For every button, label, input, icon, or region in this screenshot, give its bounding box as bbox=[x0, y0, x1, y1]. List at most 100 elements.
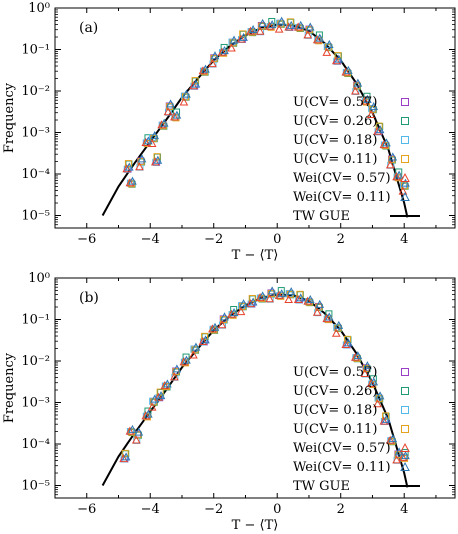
marker-triangle bbox=[373, 399, 382, 408]
marker-triangle bbox=[156, 391, 166, 400]
marker-triangle bbox=[274, 290, 284, 299]
y-tick-label: 10⁻⁴ bbox=[21, 437, 50, 452]
plot-frame bbox=[54, 7, 456, 229]
marker-triangle bbox=[312, 307, 322, 316]
marker-square bbox=[124, 160, 132, 168]
legend-label: U(CV= 0.57) bbox=[293, 95, 377, 110]
legend-marker-square bbox=[401, 406, 409, 414]
marker-triangle bbox=[179, 357, 189, 366]
marker-triangle bbox=[220, 46, 229, 55]
panel-b: −6 −4 −2 0 2 4 10⁰ 10⁻¹ 10⁻² 10⁻³ 10⁻⁴ 10⁻⁵ T − ⟨T⟩ F… bbox=[2, 271, 456, 533]
marker-triangle bbox=[379, 416, 389, 425]
marker-triangle bbox=[385, 160, 395, 169]
marker-triangle bbox=[128, 424, 137, 433]
marker-triangle bbox=[121, 452, 131, 461]
marker-triangle bbox=[360, 96, 370, 105]
marker-triangle bbox=[135, 162, 144, 171]
marker-square bbox=[191, 77, 199, 85]
marker-square bbox=[382, 412, 390, 420]
marker-triangle bbox=[172, 364, 182, 373]
marker-triangle bbox=[125, 426, 135, 435]
legend-label: U(CV= 0.57) bbox=[293, 365, 377, 380]
y-tick-label: 10⁻² bbox=[21, 84, 50, 99]
marker-square bbox=[121, 449, 129, 457]
panel-label: (b) bbox=[79, 290, 99, 306]
marker-triangle bbox=[191, 342, 201, 351]
marker-triangle bbox=[375, 125, 385, 134]
marker-triangle bbox=[322, 314, 332, 323]
legend-label: U(CV= 0.18) bbox=[293, 403, 377, 418]
marker-triangle bbox=[385, 435, 395, 444]
x-tick-label: −6 bbox=[77, 232, 96, 247]
marker-triangle bbox=[398, 452, 408, 461]
x-tick-label: 4 bbox=[400, 232, 408, 247]
marker-triangle bbox=[170, 372, 179, 381]
marker-triangle bbox=[248, 24, 258, 34]
marker-triangle bbox=[236, 34, 246, 43]
marker-triangle bbox=[388, 152, 398, 161]
marker-triangle bbox=[255, 26, 265, 35]
marker-triangle bbox=[363, 361, 372, 370]
marker-triangle bbox=[353, 78, 363, 87]
marker-triangle bbox=[201, 335, 210, 344]
y-tick-label: 10⁻² bbox=[21, 354, 50, 369]
marker-triangle bbox=[375, 391, 385, 400]
marker-triangle bbox=[246, 26, 255, 35]
y-axis-title: Frequency bbox=[2, 82, 17, 153]
marker-triangle bbox=[137, 154, 147, 163]
series-4 bbox=[119, 290, 408, 464]
marker-triangle bbox=[341, 339, 351, 349]
panel-a: −6 −4 −2 0 2 4 10⁰ 10⁻¹ 10⁻² 10⁻³ 10⁻⁴ 10⁻⁵ T − ⟨T⟩ F… bbox=[2, 1, 456, 263]
marker-triangle bbox=[350, 352, 360, 361]
marker-triangle bbox=[305, 294, 315, 304]
marker-triangle bbox=[157, 120, 167, 129]
marker-triangle bbox=[150, 157, 160, 166]
marker-triangle bbox=[334, 320, 344, 329]
marker-triangle bbox=[305, 22, 315, 31]
marker-triangle bbox=[122, 164, 132, 173]
marker-triangle bbox=[258, 291, 267, 300]
legend-label: U(CV= 0.11) bbox=[293, 152, 377, 167]
marker-triangle bbox=[398, 186, 408, 195]
marker-triangle bbox=[343, 338, 353, 347]
marker-square bbox=[296, 290, 304, 298]
marker-triangle bbox=[159, 118, 169, 127]
legend-marker-square bbox=[401, 425, 409, 433]
marker-triangle bbox=[392, 455, 401, 464]
y-tick-label: 10⁰ bbox=[28, 271, 50, 286]
marker-triangle bbox=[322, 47, 332, 56]
marker-triangle bbox=[331, 56, 341, 65]
marker-triangle bbox=[369, 102, 379, 111]
marker-triangle bbox=[198, 337, 208, 346]
legend-marker-triangle bbox=[400, 461, 410, 471]
marker-triangle bbox=[255, 293, 265, 302]
legend-label: Wei(CV= 0.11) bbox=[293, 460, 391, 475]
marker-triangle bbox=[166, 99, 175, 108]
marker-triangle bbox=[227, 309, 236, 318]
marker-square bbox=[248, 294, 256, 302]
marker-triangle bbox=[208, 324, 217, 333]
marker-triangle bbox=[147, 138, 157, 147]
plot-frame bbox=[54, 277, 456, 499]
marker-square bbox=[201, 332, 209, 340]
marker-triangle bbox=[369, 377, 379, 386]
legend-label: Wei(CV= 0.57) bbox=[293, 171, 391, 186]
marker-triangle bbox=[163, 107, 173, 116]
marker-triangle bbox=[179, 97, 189, 106]
marker-triangle bbox=[143, 136, 153, 145]
marker-triangle bbox=[277, 289, 287, 298]
plot-area bbox=[101, 286, 410, 488]
y-tick-label: 10⁻⁵ bbox=[21, 209, 50, 224]
marker-triangle bbox=[274, 24, 284, 33]
marker-triangle bbox=[296, 293, 306, 302]
marker-triangle bbox=[170, 112, 179, 121]
marker-square bbox=[343, 335, 351, 343]
legend-marker-square bbox=[401, 387, 409, 395]
marker-triangle bbox=[189, 81, 198, 90]
marker-square bbox=[153, 153, 161, 161]
x-tick-label: −4 bbox=[141, 232, 160, 247]
legend-marker-square bbox=[401, 117, 409, 125]
x-axis-title: T − ⟨T⟩ bbox=[232, 248, 279, 263]
marker-square bbox=[286, 18, 294, 26]
